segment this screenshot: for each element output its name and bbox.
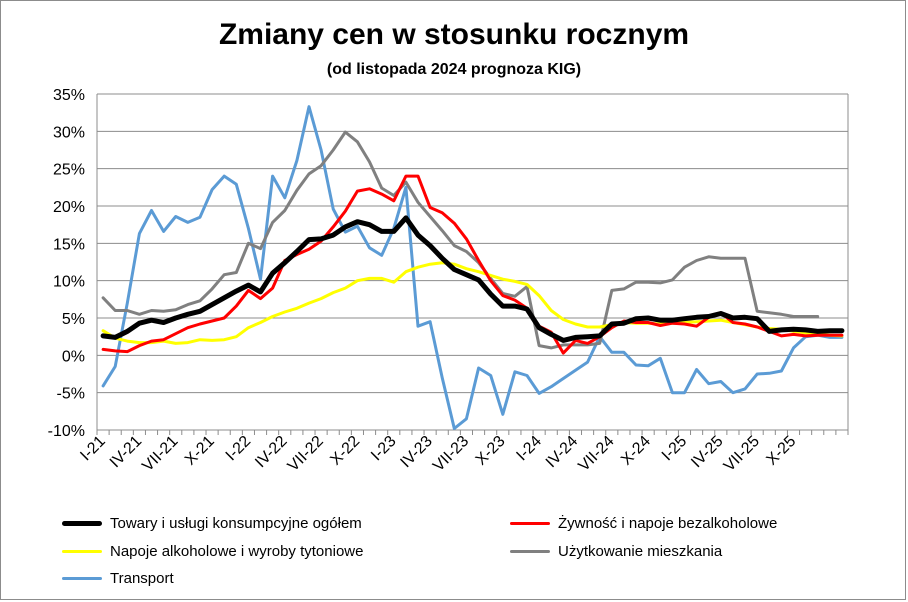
x-tick-label: IV-23 <box>397 433 436 472</box>
legend-swatch <box>62 576 102 580</box>
y-tick-label: 10% <box>53 274 85 291</box>
x-tick-label: VII-25 <box>721 433 763 475</box>
series-line-2 <box>101 174 844 355</box>
y-tick-label: -5% <box>57 386 85 403</box>
x-tick-label: VII-22 <box>285 433 327 475</box>
x-tick-label: X-21 <box>182 433 218 469</box>
legend-label: Użytkowanie mieszkania <box>558 542 723 560</box>
x-tick-label: I-23 <box>368 433 400 465</box>
series-line-5 <box>101 105 844 430</box>
legend-item: Napoje alkoholowe i wyroby tytoniowe <box>62 539 363 563</box>
x-tick-label: X-25 <box>763 433 799 469</box>
y-tick-label: 20% <box>53 199 85 216</box>
x-tick-label: VII-21 <box>139 433 181 475</box>
x-tick-label: IV-22 <box>252 433 291 472</box>
legend-swatch <box>510 549 550 553</box>
legend-swatch <box>62 549 102 553</box>
legend-item: Transport <box>62 566 174 590</box>
y-tick-label: 30% <box>53 124 85 141</box>
legend-label: Transport <box>110 569 174 587</box>
y-tick-label: 25% <box>53 162 85 179</box>
legend-label: Żywność i napoje bezalkoholowe <box>558 514 778 532</box>
x-tick-label: VII-23 <box>430 433 472 475</box>
x-tick-label: IV-24 <box>543 433 582 472</box>
legend-label: Towary i usługi konsumpcyjne ogółem <box>110 514 362 532</box>
x-tick-label: IV-25 <box>688 433 727 472</box>
series-line-4 <box>101 130 820 350</box>
x-tick-label: I-25 <box>659 433 691 465</box>
legend-swatch <box>510 521 550 525</box>
y-tick-label: -10% <box>48 423 85 440</box>
chart-subtitle: (od listopada 2024 prognoza KIG) <box>326 61 582 78</box>
chart-title: Zmiany cen w stosunku rocznym <box>218 18 690 51</box>
y-tick-label: 15% <box>53 236 85 253</box>
x-tick-label: IV-21 <box>107 433 146 472</box>
legend-item: Żywność i napoje bezalkoholowe <box>510 511 777 535</box>
y-tick-label: 5% <box>62 311 85 328</box>
series-line-3 <box>101 261 844 345</box>
legend-item: Użytkowanie mieszkania <box>510 539 722 563</box>
legend-swatch <box>62 520 102 526</box>
legend-item: Towary i usługi konsumpcyjne ogółem <box>62 511 362 535</box>
x-tick-label: X-23 <box>473 433 509 469</box>
x-tick-label: I-24 <box>513 433 545 465</box>
x-tick-label: I-22 <box>223 433 255 465</box>
x-tick-label: VII-24 <box>575 433 617 475</box>
series-line-1 <box>100 215 845 343</box>
y-tick-label: 0% <box>62 348 85 365</box>
y-tick-label: 35% <box>53 87 85 104</box>
legend-label: Napoje alkoholowe i wyroby tytoniowe <box>110 542 364 560</box>
x-tick-label: X-22 <box>327 433 363 469</box>
x-tick-label: X-24 <box>618 433 654 469</box>
